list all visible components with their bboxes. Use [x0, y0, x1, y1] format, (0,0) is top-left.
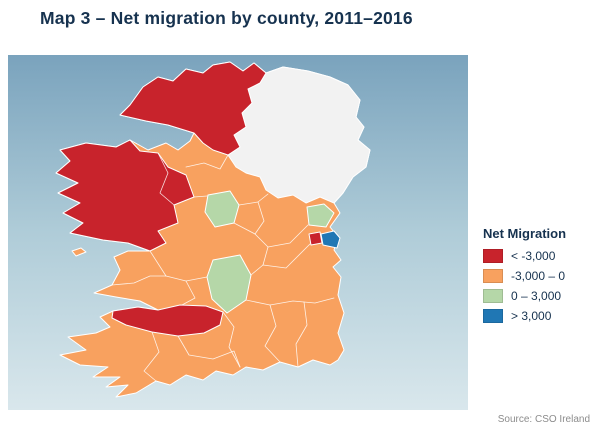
region-mayo-west — [55, 139, 195, 252]
legend: Net Migration < -3,000 -3,000 – 0 0 – 3,… — [483, 226, 595, 329]
legend-swatch-green — [483, 289, 503, 303]
legend-item: 0 – 3,000 — [483, 289, 595, 303]
legend-swatch-red — [483, 249, 503, 263]
legend-item: > 3,000 — [483, 309, 595, 323]
legend-label: -3,000 – 0 — [511, 269, 566, 283]
ireland-map-svg — [55, 61, 371, 398]
county-borders — [111, 152, 335, 382]
legend-item: -3,000 – 0 — [483, 269, 595, 283]
region-dublin-west — [308, 231, 323, 246]
region-dublin-city — [320, 230, 341, 249]
region-limerick — [111, 304, 224, 337]
legend-item: < -3,000 — [483, 249, 595, 263]
legend-label: 0 – 3,000 — [511, 289, 562, 303]
legend-label: > 3,000 — [511, 309, 552, 323]
region-donegal — [119, 61, 267, 156]
region-east-coast — [306, 203, 335, 228]
page-title: Map 3 – Net migration by county, 2011–20… — [40, 8, 413, 28]
legend-label: < -3,000 — [511, 249, 556, 263]
legend-title: Net Migration — [483, 226, 567, 241]
legend-swatch-orange — [483, 269, 503, 283]
map-panel — [8, 55, 468, 410]
legend-swatch-blue — [483, 309, 503, 323]
region-midlands-central — [206, 254, 252, 314]
source-text: Source: CSO Ireland — [497, 414, 590, 425]
